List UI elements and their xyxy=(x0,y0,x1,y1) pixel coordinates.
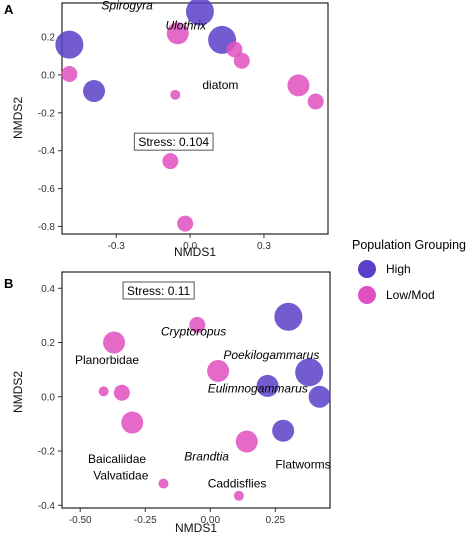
panel-a-taxon-label: Ulothrix xyxy=(165,19,207,33)
panel-a-x-axis-label: NMDS1 xyxy=(174,245,216,259)
panel-a-y-tick-label: -0.6 xyxy=(38,184,56,195)
panel-b-y-tick-label: 0.0 xyxy=(41,392,55,403)
panel-a-point-high xyxy=(55,30,84,59)
panel-b-x-tick-label: -0.50 xyxy=(69,515,92,526)
panel-a-y-tick-label: -0.4 xyxy=(38,146,56,157)
panel-b-x-tick-label: -0.25 xyxy=(134,515,157,526)
legend-label-high: High xyxy=(386,262,411,276)
panel-b-point-low-mod xyxy=(113,384,130,401)
panel-b-point-low-mod xyxy=(121,411,144,434)
panel-a-point-low-mod xyxy=(61,66,78,83)
panel-a-letter: A xyxy=(4,2,14,17)
legend-title: Population Grouping xyxy=(352,238,466,252)
legend-swatch-high xyxy=(358,260,376,278)
legend-swatch-low-mod xyxy=(358,286,376,304)
panel-b-y-tick-label: -0.2 xyxy=(38,447,56,458)
panel-a-y-tick-label: 0.2 xyxy=(41,33,55,44)
panel-a-x-tick-label: 0.3 xyxy=(257,241,271,252)
legend-label-low-mod: Low/Mod xyxy=(386,288,435,302)
panel-b-point-high xyxy=(274,302,303,331)
panel-b-point-high xyxy=(295,358,324,387)
panel-a-stress-box: Stress: 0.104 xyxy=(133,132,214,151)
panel-b-taxon-label: Flatworms xyxy=(275,458,330,472)
panel-b-ticks: -0.50 -0.25 0.00 0.25 -0.4 -0.2 0.0 0.2 0.4 xyxy=(38,284,286,526)
panel-a-x-tick-label: -0.3 xyxy=(108,241,126,252)
panel-a-annotations: Spirogyra Ulothrix diatom xyxy=(101,0,238,92)
panel-b-taxon-label: Brandtia xyxy=(184,450,229,464)
panel-a-taxon-label: diatom xyxy=(202,78,238,92)
panel-b-x-tick-label: 0.25 xyxy=(266,515,286,526)
panel-b-letter: B xyxy=(4,276,13,291)
panel-a-point-low-mod xyxy=(166,22,189,45)
panel-b-point-high xyxy=(308,385,331,408)
panel-b-annotations: Cryptoropus Planorbidae Poekilogammarus Eul… xyxy=(75,325,331,491)
panel-b-y-axis-label: NMDS2 xyxy=(11,371,25,413)
panel-b: B -0.50 -0.25 0.00 0.25 -0.4 -0.2 0.0 0.2 0.4 Cr… xyxy=(4,271,331,535)
panel-b-x-axis-label: NMDS1 xyxy=(175,521,217,535)
panel-a-point-high xyxy=(83,80,106,103)
panel-a-x-tick-label: 0.0 xyxy=(183,241,197,252)
panel-a-point-low-mod xyxy=(287,74,310,97)
panel-b-taxon-label: Baicaliidae xyxy=(88,452,146,466)
stress-box-frame xyxy=(133,132,214,151)
panel-b-x-tick-label: 0.00 xyxy=(201,515,221,526)
panel-b-stress-label: Stress: 0.11 xyxy=(127,284,190,298)
panel-b-taxon-label: Caddisflies xyxy=(208,477,267,491)
panel-a-y-tick-label: -0.2 xyxy=(38,108,56,119)
panel-b-point-high xyxy=(272,419,295,442)
panel-b-point-low-mod xyxy=(233,490,244,501)
panel-a-y-axis-label: NMDS2 xyxy=(11,97,25,139)
panel-b-point-low-mod xyxy=(158,478,169,489)
panel-a-point-low-mod xyxy=(170,89,181,100)
panel-a-point-low-mod xyxy=(177,215,194,232)
panel-b-taxon-label: Cryptoropus xyxy=(161,325,226,339)
panel-b-points xyxy=(98,302,331,501)
panel-a-point-low-mod xyxy=(233,52,250,69)
panel-b-y-tick-label: -0.4 xyxy=(38,501,56,512)
panel-a-taxon-label: Spirogyra xyxy=(101,0,153,13)
panel-a-point-low-mod xyxy=(162,153,179,170)
panel-a-y-tick-label: -0.8 xyxy=(38,222,56,233)
panel-a-points xyxy=(55,0,324,232)
panel-b-point-low-mod xyxy=(235,430,258,453)
panel-a: A -0.3 0.0 0.3 -0.8 -0.6 -0.4 -0.2 0.0 0.2 Spiro… xyxy=(4,0,329,259)
panel-a-point-low-mod xyxy=(307,93,324,110)
legend: Population Grouping High Low/Mod xyxy=(352,238,466,304)
panel-b-y-tick-label: 0.4 xyxy=(41,284,55,295)
panel-b-stress-box: Stress: 0.11 xyxy=(122,281,195,300)
panel-a-point-high xyxy=(185,0,214,26)
panel-b-taxon-label: Poekilogammarus xyxy=(223,348,319,362)
panel-b-y-tick-label: 0.2 xyxy=(41,338,55,349)
panel-b-point-high xyxy=(256,374,279,397)
panel-b-taxon-label: Planorbidae xyxy=(75,353,139,367)
panel-b-point-low-mod xyxy=(189,316,206,333)
panel-b-taxon-label: Eulimnogammarus xyxy=(208,382,308,396)
panel-b-point-low-mod xyxy=(103,331,126,354)
panel-b-point-low-mod xyxy=(98,386,109,397)
panel-a-stress-label: Stress: 0.104 xyxy=(138,135,209,149)
panel-b-taxon-label: Valvatidae xyxy=(93,469,148,483)
panel-a-point-low-mod xyxy=(226,41,243,58)
panel-a-y-tick-label: 0.0 xyxy=(41,70,55,81)
stress-box-frame xyxy=(122,281,195,300)
panel-a-plot-frame xyxy=(61,2,329,235)
panel-b-point-low-mod xyxy=(207,360,230,383)
